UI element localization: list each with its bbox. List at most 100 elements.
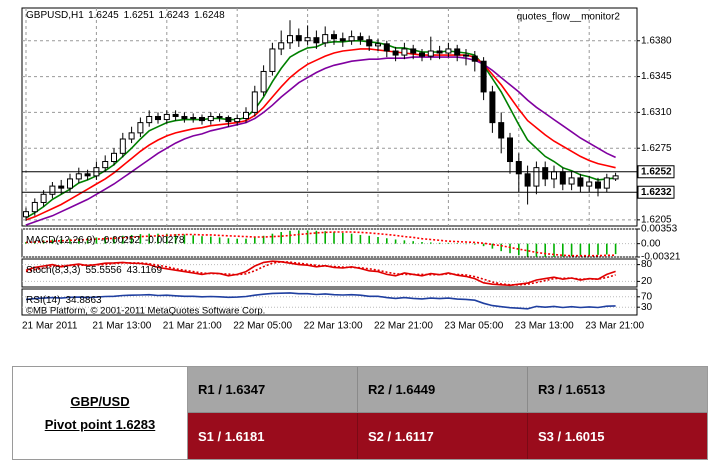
- candle-body: [419, 52, 425, 57]
- candle-body: [260, 70, 267, 93]
- macd-bar: [298, 230, 300, 244]
- macd-bar: [51, 239, 54, 244]
- y-tick-label: -0.00321: [641, 252, 681, 263]
- candle-body: [410, 48, 417, 54]
- macd-bar: [227, 238, 230, 244]
- macd-bar: [218, 237, 221, 244]
- indicator-header: RSI(14) 34.8863: [26, 295, 102, 306]
- x-tick-label: 23 Mar 05:00: [444, 321, 503, 332]
- candle-body: [568, 177, 575, 185]
- macd-bar: [174, 234, 177, 244]
- copyright: ©MB Platform, © 2001-2011 MetaQuotes Sof…: [26, 306, 265, 317]
- resistance: R1 / 1.6347: [188, 367, 358, 413]
- pivot-table: GBP/USD Pivot point 1.6283 R1 / 1.6347 R…: [12, 366, 708, 460]
- candle-body: [269, 48, 276, 72]
- indicator-header-part: -0.00252: [100, 235, 140, 246]
- moving-average: [25, 40, 616, 219]
- candle-body: [375, 43, 381, 47]
- chart-header-part: 1.6243: [159, 10, 190, 21]
- macd-bar: [122, 235, 124, 244]
- candle-body: [515, 161, 522, 175]
- support: S2 / 1.6117: [358, 413, 528, 459]
- macd-bar: [588, 243, 590, 256]
- macd-bar: [210, 236, 212, 244]
- y-tick-label: 1.6275: [641, 143, 672, 154]
- candle-body: [23, 211, 29, 218]
- macd-bar: [518, 243, 520, 256]
- x-tick-label: 22 Mar 13:00: [304, 321, 363, 332]
- macd-bar: [465, 243, 467, 245]
- candle-body: [471, 55, 478, 62]
- candle-body: [339, 38, 346, 42]
- candle-body: [128, 132, 135, 140]
- candle-body: [102, 161, 109, 169]
- macd-bar: [104, 237, 106, 244]
- candle-body: [498, 122, 505, 139]
- macd-bar: [474, 243, 476, 245]
- x-tick-label: 21 Mar 13:00: [92, 321, 151, 332]
- moving-average: [25, 48, 616, 221]
- candle-body: [251, 91, 258, 113]
- indicator-header-part: 55.5556: [85, 265, 122, 276]
- candle-body: [612, 175, 619, 180]
- macd-bar: [139, 234, 142, 244]
- macd-bar: [192, 235, 194, 244]
- indicator-header-part: 43.1169: [127, 265, 163, 276]
- candle-body: [58, 185, 65, 189]
- macd-bar: [386, 238, 388, 244]
- x-tick-label: 21 Mar 21:00: [163, 321, 222, 332]
- macd-bar: [491, 243, 494, 249]
- macd-bar: [412, 241, 414, 244]
- indicator-header-part: 34.8863: [65, 295, 102, 306]
- stoch-signal: [25, 260, 616, 286]
- y-tick-label: 70: [641, 291, 653, 302]
- candle-body: [392, 50, 399, 56]
- chart: 1.6380 1.6345 1.6310 1.6275 1.6205 21 Mar 201…: [21, 7, 681, 332]
- candle-body: [40, 193, 47, 203]
- macd-bar: [262, 235, 265, 244]
- candle-body: [278, 42, 285, 50]
- macd-bar: [394, 239, 397, 244]
- rsi-line: [25, 292, 616, 310]
- candle-body: [119, 138, 126, 154]
- candle-body: [199, 117, 205, 122]
- macd-bar: [500, 243, 502, 252]
- macd-bar: [421, 242, 423, 244]
- macd-bar: [456, 243, 458, 244]
- candle-body: [595, 181, 601, 189]
- chart-header-part: 1.6248: [194, 10, 225, 21]
- candle-body: [322, 34, 329, 44]
- support: S3 / 1.6015: [528, 413, 707, 459]
- y-tick-label: 30: [641, 302, 653, 313]
- macd-bar: [289, 230, 291, 244]
- indicator-header-part: -0.00278: [145, 235, 185, 246]
- panel-frame: [21, 228, 638, 258]
- candle-body: [357, 36, 364, 41]
- moving-average: [25, 56, 616, 226]
- candle-body: [427, 50, 434, 57]
- macd-bar: [614, 243, 617, 255]
- macd-bar: [597, 243, 599, 255]
- pair: GBP/USD: [70, 394, 130, 409]
- macd-bar: [280, 232, 282, 244]
- macd-bar: [447, 242, 450, 244]
- indicator-header-part: MACD(12,26,9): [26, 235, 95, 246]
- candle-body: [163, 113, 170, 121]
- macd-bar: [166, 233, 168, 244]
- macd-bar: [570, 243, 573, 257]
- macd-bar: [86, 237, 89, 244]
- indicator-header-part: RSI(14): [26, 295, 60, 306]
- candle-body: [586, 181, 593, 187]
- macd-bar: [606, 243, 608, 255]
- pivot: Pivot point 1.6283: [44, 417, 156, 432]
- macd-bar: [482, 243, 485, 247]
- panel-frame: [21, 258, 638, 288]
- macd-bar: [324, 231, 326, 244]
- macd-bar: [130, 234, 133, 244]
- candle-body: [313, 37, 320, 44]
- chart-header-part: GBPUSD,H1: [26, 10, 84, 21]
- candle-body: [234, 118, 241, 123]
- chart-header-part: 1.6245: [88, 10, 119, 21]
- candle-body: [524, 173, 531, 187]
- macd-bar: [201, 236, 203, 244]
